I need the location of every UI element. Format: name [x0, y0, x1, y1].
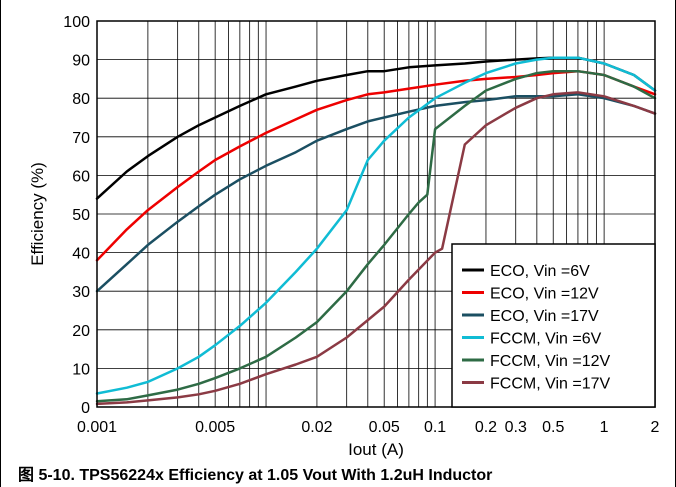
x-axis-label: Iout (A): [348, 440, 404, 459]
y-tick-label: 50: [72, 207, 90, 224]
x-tick-label: 0.3: [505, 419, 527, 436]
x-tick-labels: 0.001 0.005 0.02 0.05 0.1 0.2 0.3 0.5 1 2: [77, 419, 660, 436]
series-lines: [95, 56, 657, 406]
frame-left-border: [0, 0, 1, 487]
y-tick-labels: 0 10 20 30 40 50 60 70 80 90 100: [63, 14, 90, 417]
series-line-2: [95, 69, 657, 262]
x-tick-label: 0.001: [77, 419, 117, 436]
y-tick-label: 30: [72, 284, 90, 301]
legend-label: ECO, Vin =17V: [490, 308, 599, 325]
series-line-4: [95, 56, 657, 395]
series-line-6: [95, 91, 657, 406]
y-tick-label: 20: [72, 323, 90, 340]
y-axis-label: Efficiency (%): [28, 162, 47, 266]
legend-label: ECO, Vin =12V: [490, 286, 599, 303]
x-tick-label: 0.2: [475, 419, 497, 436]
y-tick-label: 40: [72, 246, 90, 263]
legend-label: FCCM, Vin =12V: [490, 353, 611, 370]
plot-border: [96, 20, 656, 408]
legend-label: FCCM, Vin =17V: [490, 376, 611, 393]
series-line-5: [95, 69, 657, 403]
y-tick-label: 90: [72, 53, 90, 70]
y-tick-label: 60: [72, 168, 90, 185]
x-tick-label: 0.005: [195, 419, 235, 436]
y-tick-label: 0: [81, 400, 90, 417]
x-tick-label: 0.5: [542, 419, 564, 436]
y-tick-label: 80: [72, 91, 90, 108]
legend-label: ECO, Vin =6V: [490, 263, 590, 280]
x-tick-label: 0.05: [369, 419, 400, 436]
legend-box: [451, 243, 656, 408]
legend: ECO, Vin =6V ECO, Vin =12V ECO, Vin =17V FC…: [451, 243, 656, 408]
y-tick-label: 70: [72, 130, 90, 147]
x-tick-label: 0.02: [301, 419, 332, 436]
x-tick-label: 0.1: [424, 419, 446, 436]
series-line-1: [95, 56, 657, 200]
series-line-3: [95, 93, 657, 293]
x-tick-label: 2: [651, 419, 660, 436]
x-tick-label: 1: [600, 419, 609, 436]
figure-caption: 图 5-10. TPS56224x Efficiency at 1.05 Vou…: [18, 467, 493, 484]
y-tick-label: 10: [72, 361, 90, 378]
y-tick-label: 100: [63, 14, 90, 31]
legend-label: FCCM, Vin =6V: [490, 331, 602, 348]
